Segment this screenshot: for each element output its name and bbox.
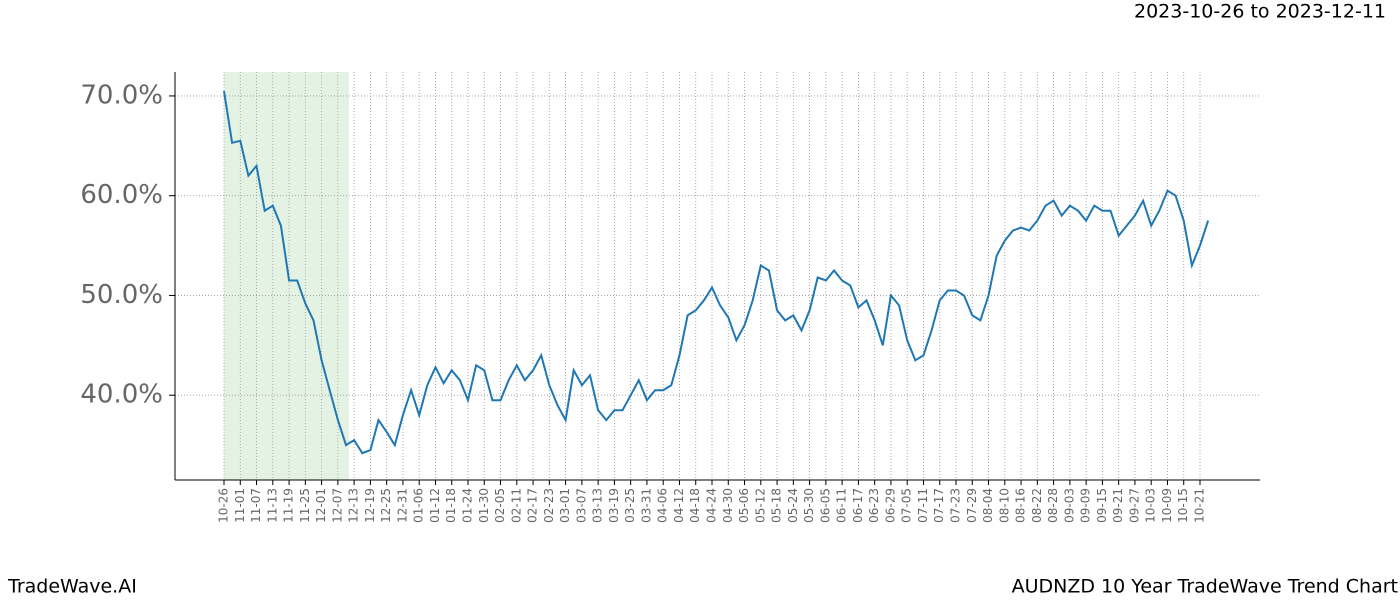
x-tick-label: 10-09	[1160, 488, 1174, 523]
x-tick-label: 06-11	[835, 488, 849, 523]
x-tick-label: 07-23	[949, 488, 963, 523]
x-tick-label: 12-01	[314, 488, 328, 523]
x-tick-label: 07-29	[965, 488, 979, 523]
x-tick-label: 09-21	[1111, 488, 1125, 523]
x-tick-label: 11-19	[282, 488, 296, 523]
footer-right: AUDNZD 10 Year TradeWave Trend Chart	[1012, 576, 1398, 598]
x-tick-label: 04-24	[705, 488, 719, 523]
x-tick-label: 03-25	[623, 488, 637, 523]
x-tick-label: 09-27	[1127, 488, 1141, 523]
y-tick-label: 40.0%	[80, 380, 163, 410]
x-tick-label: 02-17	[526, 488, 540, 523]
x-tick-label: 06-05	[818, 488, 832, 523]
x-tick-label: 12-25	[379, 488, 393, 523]
x-tick-label: 11-13	[265, 488, 279, 523]
x-tick-label: 03-01	[558, 488, 572, 523]
x-tick-label: 03-07	[574, 488, 588, 523]
x-tick-label: 07-05	[900, 488, 914, 523]
x-tick-label: 12-31	[395, 488, 409, 523]
x-tick-label: 09-15	[1095, 488, 1109, 523]
x-tick-label: 10-26	[217, 488, 231, 523]
x-tick-label: 10-03	[1144, 488, 1158, 523]
x-tick-label: 05-30	[802, 488, 816, 523]
x-tick-label: 11-01	[233, 488, 247, 523]
x-tick-label: 10-15	[1176, 488, 1190, 523]
x-tick-label: 08-16	[1014, 488, 1028, 523]
x-tick-label: 12-19	[363, 488, 377, 523]
x-tick-label: 04-12	[672, 488, 686, 523]
x-tick-label: 06-29	[883, 488, 897, 523]
x-tick-label: 04-06	[656, 488, 670, 523]
y-tick-label: 60.0%	[80, 180, 163, 210]
footer-left: TradeWave.AI	[7, 576, 137, 598]
x-tick-label: 05-06	[737, 488, 751, 523]
x-tick-label: 08-04	[981, 488, 995, 523]
chart-subtitle: 2023-10-26 to 2023-12-11	[1134, 1, 1386, 23]
y-tick-label: 70.0%	[80, 80, 163, 110]
x-tick-label: 01-12	[428, 488, 442, 523]
x-tick-label: 01-24	[461, 488, 475, 523]
x-tick-label: 12-13	[347, 488, 361, 523]
x-tick-label: 05-12	[753, 488, 767, 523]
x-tick-label: 08-28	[1046, 488, 1060, 523]
x-tick-label: 11-25	[298, 488, 312, 523]
x-tick-label: 08-22	[1030, 488, 1044, 523]
x-tick-label: 06-17	[851, 488, 865, 523]
x-tick-label: 02-05	[493, 488, 507, 523]
x-tick-label: 01-18	[444, 488, 458, 523]
x-tick-label: 04-18	[688, 488, 702, 523]
x-tick-label: 01-30	[477, 488, 491, 523]
x-tick-label: 03-13	[591, 488, 605, 523]
x-tick-label: 04-30	[721, 488, 735, 523]
x-tick-label: 11-07	[249, 488, 263, 523]
x-tick-label: 07-11	[916, 488, 930, 523]
x-tick-label: 12-07	[330, 488, 344, 523]
x-tick-label: 07-17	[932, 488, 946, 523]
data-line	[223, 90, 1210, 455]
x-tick-label: 05-24	[786, 488, 800, 523]
x-tick-label: 02-23	[542, 488, 556, 523]
highlight-region	[224, 72, 349, 480]
x-tick-label: 01-06	[412, 488, 426, 523]
x-tick-label: 05-18	[770, 488, 784, 523]
x-tick-label: 09-03	[1062, 488, 1076, 523]
x-tick-label: 02-11	[509, 488, 523, 523]
y-tick-label: 50.0%	[80, 280, 163, 310]
x-tick-label: 03-31	[639, 488, 653, 523]
x-tick-label: 06-23	[867, 488, 881, 523]
x-tick-label: 08-10	[997, 488, 1011, 523]
x-tick-label: 09-09	[1079, 488, 1093, 523]
x-tick-label: 10-21	[1193, 488, 1207, 523]
x-tick-label: 03-19	[607, 488, 621, 523]
